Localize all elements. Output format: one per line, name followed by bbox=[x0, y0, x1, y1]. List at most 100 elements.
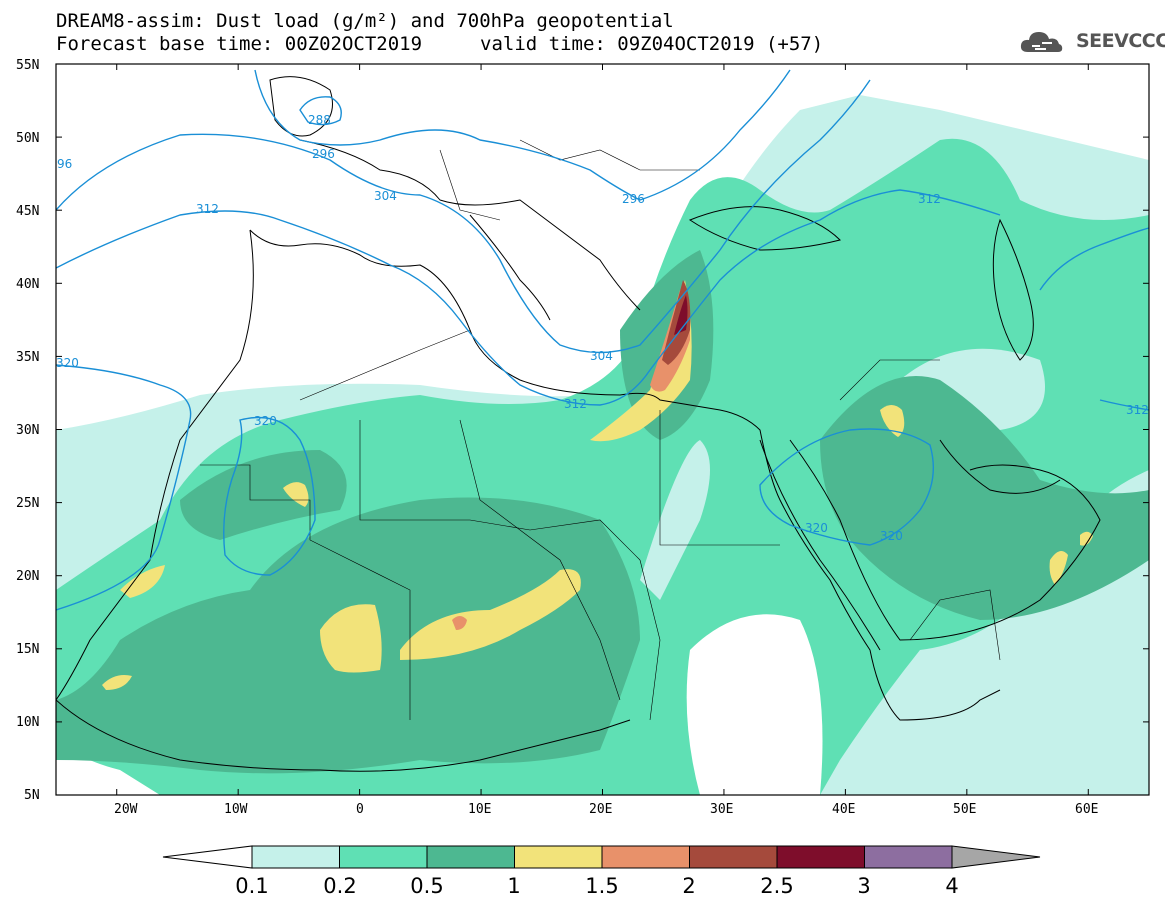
border bbox=[639, 559, 661, 721]
lat-label: 15N bbox=[16, 642, 39, 657]
longitude-labels: 20W 10W 0 10E 20E 30E 40E 50E 60E bbox=[114, 802, 1098, 817]
contour-304 bbox=[56, 79, 871, 354]
valid-time: valid time: 09Z04OCT2019 (+57) bbox=[480, 33, 824, 55]
contour-312 bbox=[56, 189, 1001, 406]
lon-label: 40E bbox=[832, 802, 855, 817]
border bbox=[200, 464, 411, 720]
dust-layer-1 bbox=[1049, 551, 1068, 585]
dust-layer-1 bbox=[1080, 531, 1093, 546]
colorbar-min-arrow bbox=[162, 845, 253, 869]
contour-320-west bbox=[56, 364, 192, 611]
coastline-italy bbox=[469, 214, 551, 321]
geopotential-contours bbox=[56, 69, 1149, 611]
border bbox=[439, 149, 501, 221]
coastline-gulf-guinea bbox=[56, 699, 631, 772]
lat-label: 20N bbox=[16, 569, 39, 584]
lat-label: 50N bbox=[16, 131, 39, 146]
border bbox=[459, 419, 621, 701]
lat-label: 10N bbox=[16, 715, 39, 730]
dust-layer-1 bbox=[283, 482, 309, 507]
border bbox=[659, 410, 780, 546]
colorbar-label: 1.5 bbox=[585, 874, 618, 898]
lat-label: 35N bbox=[16, 350, 39, 365]
dust-gap bbox=[56, 740, 160, 795]
colorbar-box bbox=[426, 845, 515, 869]
contour-label: 312 bbox=[918, 192, 941, 206]
colorbar-box bbox=[864, 845, 953, 869]
dust-gap bbox=[686, 614, 823, 795]
colorbar-label: 0.1 bbox=[235, 874, 268, 898]
latitude-labels: 55N 50N 45N 40N 35N 30N 25N 20N 15N 10N … bbox=[16, 58, 40, 803]
forecast-base-time: Forecast base time: 00Z02OCT2019 bbox=[56, 33, 423, 55]
colorbar-box bbox=[514, 845, 603, 869]
contour-312-east2 bbox=[1099, 399, 1149, 411]
lon-label: 10W bbox=[224, 802, 248, 817]
contour-label: 96 bbox=[57, 157, 72, 171]
dust-gap bbox=[900, 348, 1045, 430]
lon-label: 10E bbox=[468, 802, 491, 817]
colorbar-label: 1 bbox=[507, 874, 520, 898]
contour-label: 304 bbox=[374, 189, 397, 203]
contour-label: 320 bbox=[880, 529, 903, 543]
lon-label: 50E bbox=[953, 802, 976, 817]
contour-label: 312 bbox=[196, 202, 219, 216]
lon-label: 30E bbox=[710, 802, 733, 817]
coastline-persian-gulf bbox=[939, 439, 1061, 494]
contour-label: 304 bbox=[590, 349, 613, 363]
map-title: DREAM8-assim: Dust load (g/m²) and 700hP… bbox=[56, 10, 674, 32]
border bbox=[519, 139, 700, 171]
lat-label: 5N bbox=[24, 788, 40, 803]
contour-label: 320 bbox=[254, 414, 277, 428]
contour-label: 296 bbox=[622, 192, 645, 206]
contour-296 bbox=[254, 69, 791, 201]
lat-label: 30N bbox=[16, 423, 39, 438]
lat-label: 55N bbox=[16, 58, 39, 73]
lon-label: 20E bbox=[589, 802, 612, 817]
colorbar-label: 0.5 bbox=[410, 874, 443, 898]
border bbox=[299, 329, 471, 401]
cloud-icon bbox=[1020, 32, 1063, 52]
border bbox=[359, 420, 641, 561]
contour-320-sahara bbox=[223, 416, 316, 576]
colorbar-box bbox=[339, 845, 428, 869]
colorbar bbox=[162, 845, 1041, 869]
colorbar-box bbox=[601, 845, 690, 869]
colorbar-max-arrow bbox=[951, 845, 1041, 869]
colorbar-label: 2.5 bbox=[760, 874, 793, 898]
contour-label: 288 bbox=[308, 113, 331, 127]
contour-320-arabia bbox=[759, 428, 935, 546]
lon-label: 60E bbox=[1075, 802, 1098, 817]
seevccc-logo: SEEVCCC bbox=[1018, 28, 1165, 54]
contour-label: 320 bbox=[56, 356, 79, 370]
country-borders bbox=[200, 139, 1001, 721]
dust-layer-0.5 bbox=[180, 450, 347, 540]
contour-labels: 288 296 304 312 296 304 312 320 320 320 … bbox=[56, 113, 1149, 543]
coastline-arabia bbox=[789, 439, 1101, 641]
colorbar-boxes bbox=[251, 845, 953, 869]
contour-label: 296 bbox=[312, 147, 335, 161]
lat-label: 40N bbox=[16, 277, 39, 292]
contour-label: 312 bbox=[1126, 403, 1149, 417]
coastlines bbox=[56, 76, 1101, 772]
dust-layer-1 bbox=[880, 405, 905, 437]
dust-layer-1 bbox=[120, 565, 165, 598]
dust-gap bbox=[640, 440, 710, 600]
colorbar-label: 3 bbox=[857, 874, 870, 898]
coastline-red-sea bbox=[759, 439, 881, 651]
coastline-europe bbox=[299, 139, 641, 311]
logo-text: SEEVCCC bbox=[1076, 30, 1165, 52]
dust-layer-1 bbox=[320, 604, 382, 673]
contour-label: 320 bbox=[805, 521, 828, 535]
dust-field bbox=[56, 95, 1149, 795]
coastline-africa-europe bbox=[249, 229, 1001, 721]
coastline-west-africa bbox=[56, 229, 254, 701]
coastline-britain bbox=[269, 76, 333, 137]
lon-label: 0 bbox=[356, 802, 364, 817]
border bbox=[909, 589, 1001, 661]
contour-288 bbox=[299, 96, 342, 126]
coastline-caspian bbox=[992, 218, 1034, 361]
colorbar-label: 0.2 bbox=[323, 874, 356, 898]
colorbar-labels: 0.1 0.2 0.5 1 1.5 2 2.5 3 4 bbox=[235, 874, 958, 898]
border bbox=[839, 359, 940, 401]
